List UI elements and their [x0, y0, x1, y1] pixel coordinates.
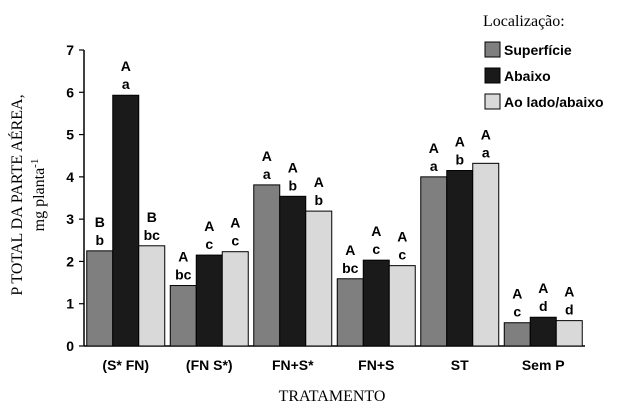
bar — [253, 184, 281, 347]
bar — [472, 162, 500, 347]
significance-lowercase-label: b — [288, 177, 297, 193]
y-axis-title: P TOTAL DA PARTE AÉREA, mg planta-1 — [7, 94, 48, 295]
y-tick-label: 5 — [66, 127, 74, 143]
significance-lowercase-label: d — [565, 302, 574, 318]
significance-uppercase-label: A — [512, 286, 522, 302]
y-tick-label: 7 — [66, 42, 74, 58]
significance-lowercase-label: b — [455, 152, 464, 168]
y-axis-title-line2: mg planta-1 — [29, 159, 48, 232]
significance-lowercase-label: a — [482, 144, 490, 160]
significance-uppercase-label: A — [178, 249, 188, 265]
significance-uppercase-label: A — [262, 148, 272, 164]
bar — [362, 259, 390, 347]
bar — [221, 251, 249, 347]
y-axis-unit-exponent: -1 — [29, 159, 41, 168]
significance-uppercase-label: A — [455, 134, 465, 150]
axes: 0 1 2 3 4 5 6 7 (S* FN) (FN S*) FN+S* FN+S ST Sem P — [66, 42, 585, 373]
y-tick-label: 2 — [66, 253, 74, 269]
significance-uppercase-label: A — [564, 284, 574, 300]
y-axis-title-line1: P TOTAL DA PARTE AÉREA, — [7, 94, 26, 295]
y-axis-unit: mg planta — [31, 168, 48, 232]
significance-uppercase-label: A — [429, 140, 439, 156]
significance-uppercase-label: A — [397, 229, 407, 245]
significance-lowercase-label: bc — [144, 227, 161, 243]
significance-lowercase-label: b — [95, 232, 104, 248]
significance-lowercase-label: c — [398, 247, 406, 263]
significance-lowercase-label: c — [205, 236, 213, 252]
legend-swatch — [484, 67, 501, 84]
significance-lowercase-label: bc — [342, 260, 359, 276]
legend-label: Abaixo — [504, 68, 551, 84]
y-tick-label: 6 — [66, 84, 74, 100]
significance-uppercase-label: A — [204, 218, 214, 234]
bar — [336, 278, 364, 347]
bar — [420, 176, 448, 347]
significance-uppercase-label: A — [314, 174, 324, 190]
legend: Localização: Superfície Abaixo Ao lado/abai… — [483, 13, 604, 110]
legend-label: Superfície — [504, 42, 572, 58]
x-category-label: FN+S — [358, 357, 394, 373]
bars — [86, 94, 583, 347]
significance-lowercase-label: c — [372, 241, 380, 257]
y-tick-label: 0 — [66, 338, 74, 354]
bar — [446, 170, 474, 347]
bar — [555, 320, 583, 347]
x-category-label: Sem P — [522, 357, 565, 373]
significance-uppercase-label: A — [371, 223, 381, 239]
bar — [279, 195, 307, 347]
x-axis-title: TRATAMENTO — [279, 388, 386, 405]
x-category-label: (FN S*) — [186, 357, 233, 373]
x-category-label: (S* FN) — [102, 357, 149, 373]
bar — [305, 210, 333, 347]
y-tick-label: 4 — [66, 169, 74, 185]
significance-lowercase-label: a — [430, 158, 438, 174]
significance-lowercase-label: c — [231, 233, 239, 249]
significance-uppercase-label: A — [230, 215, 240, 231]
significance-uppercase-label: A — [288, 159, 298, 175]
bar — [138, 245, 166, 347]
bar — [195, 254, 223, 347]
bar — [388, 265, 416, 347]
significance-lowercase-label: b — [314, 192, 323, 208]
bar — [86, 250, 114, 347]
y-tick-label: 1 — [66, 296, 74, 312]
significance-uppercase-label: B — [95, 214, 105, 230]
significance-uppercase-label: B — [147, 209, 157, 225]
bar — [529, 316, 557, 347]
significance-uppercase-label: A — [481, 126, 491, 142]
legend-title: Localização: — [483, 13, 565, 30]
legend-label: Ao lado/abaixo — [504, 94, 604, 110]
legend-swatch — [484, 93, 501, 110]
legend-swatch — [484, 41, 501, 58]
bar — [112, 94, 140, 347]
significance-lowercase-label: bc — [175, 267, 192, 283]
significance-uppercase-label: A — [345, 242, 355, 258]
y-tick-label: 3 — [66, 211, 74, 227]
significance-lowercase-label: c — [513, 304, 521, 320]
x-category-label: FN+S* — [272, 357, 314, 373]
bar — [503, 322, 531, 347]
significance-uppercase-label: A — [121, 58, 131, 74]
significance-uppercase-label: A — [538, 280, 548, 296]
significance-lowercase-label: a — [263, 166, 271, 182]
significance-lowercase-label: a — [122, 76, 130, 92]
bar — [169, 285, 197, 347]
significance-lowercase-label: d — [539, 298, 548, 314]
x-category-label: ST — [451, 357, 469, 373]
